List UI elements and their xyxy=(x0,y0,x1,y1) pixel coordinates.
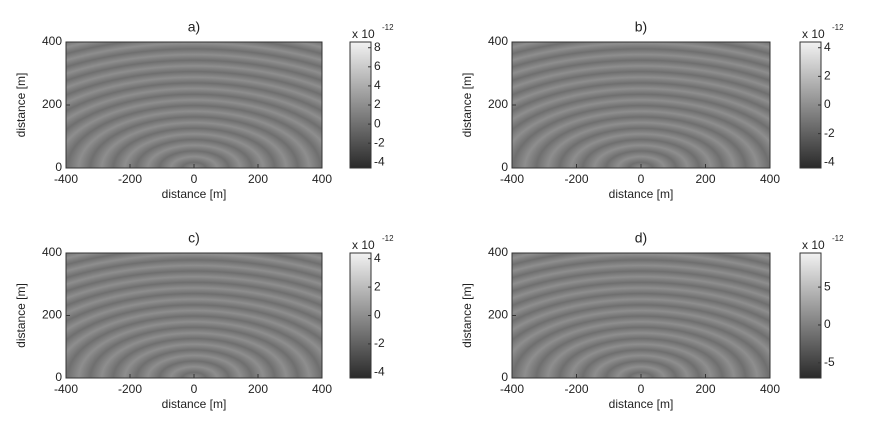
colorbar-tick-label: 8 xyxy=(374,40,381,54)
x-tick-label: -400 xyxy=(500,172,524,186)
colorbar-scale: x 10 xyxy=(352,238,375,252)
y-tick-label: 400 xyxy=(488,34,508,48)
y-tick-label: 0 xyxy=(501,370,508,384)
x-tick-label: -400 xyxy=(54,382,78,396)
panel-title: b) xyxy=(635,19,647,35)
y-axis-label: distance [m] xyxy=(460,283,474,348)
colorbar-tick-label: 0 xyxy=(374,116,381,130)
colorbar-tick-label: 0 xyxy=(824,317,831,331)
colorbar-tick-label: 2 xyxy=(824,69,831,83)
y-tick-label: 200 xyxy=(488,308,508,322)
y-tick-label: 400 xyxy=(488,245,508,259)
colorbar xyxy=(349,252,372,379)
colorbar-tick-label: 4 xyxy=(374,251,381,265)
x-tick-label: 200 xyxy=(695,172,715,186)
colorbar-tick-label: 6 xyxy=(374,59,381,73)
colorbar-tick-label: 0 xyxy=(374,308,381,322)
colorbar-tick-label: -2 xyxy=(824,126,835,140)
wavefield-image xyxy=(512,42,770,168)
panel-title: a) xyxy=(188,19,200,35)
x-tick-label: 200 xyxy=(248,172,268,186)
x-axis-label: distance [m] xyxy=(609,397,674,411)
y-axis-label: distance [m] xyxy=(14,73,28,138)
y-tick-label: 0 xyxy=(55,370,62,384)
colorbar-tick-label: -5 xyxy=(824,355,835,369)
x-tick-label: -200 xyxy=(118,172,142,186)
wavefield-image xyxy=(512,253,770,378)
colorbar-tick-label: 2 xyxy=(374,279,381,293)
x-tick-label: 400 xyxy=(312,382,332,396)
x-tick-label: 200 xyxy=(248,382,268,396)
colorbar-tick-label: 5 xyxy=(824,279,831,293)
x-tick-label: 400 xyxy=(760,172,780,186)
x-tick-label: 200 xyxy=(695,382,715,396)
colorbar-tick-label: -4 xyxy=(374,364,385,378)
x-axis-label: distance [m] xyxy=(609,187,674,201)
colorbar-exponent: -12 xyxy=(832,23,844,32)
x-tick-label: 400 xyxy=(760,382,780,396)
y-tick-label: 200 xyxy=(488,97,508,111)
y-tick-label: 0 xyxy=(55,160,62,174)
colorbar xyxy=(349,41,372,169)
x-tick-label: 400 xyxy=(312,172,332,186)
colorbar-tick-label: 2 xyxy=(374,97,381,111)
y-tick-label: 200 xyxy=(42,308,62,322)
colorbar-tick-label: -4 xyxy=(374,154,385,168)
x-axis-label: distance [m] xyxy=(162,397,227,411)
y-tick-label: 0 xyxy=(501,160,508,174)
x-tick-label: -200 xyxy=(564,172,588,186)
colorbar-tick-label: -2 xyxy=(374,135,385,149)
colorbar-scale: x 10 xyxy=(352,27,375,41)
colorbar-exponent: -12 xyxy=(382,234,394,243)
colorbar-scale: x 10 xyxy=(802,238,825,252)
x-tick-label: 0 xyxy=(191,382,198,396)
wavefield-image xyxy=(66,42,322,168)
panel-title: d) xyxy=(635,230,647,246)
colorbar-scale: x 10 xyxy=(802,27,825,41)
y-tick-label: 400 xyxy=(42,34,62,48)
colorbar-tick-label: 0 xyxy=(824,97,831,111)
x-tick-label: 0 xyxy=(191,172,198,186)
wavefield-image xyxy=(66,253,322,378)
panel-title: c) xyxy=(188,230,200,246)
x-axis-label: distance [m] xyxy=(162,187,227,201)
colorbar xyxy=(799,252,822,379)
x-tick-label: -400 xyxy=(500,382,524,396)
colorbar-tick-label: 4 xyxy=(374,78,381,92)
x-tick-label: -400 xyxy=(54,172,78,186)
colorbar-exponent: -12 xyxy=(832,234,844,243)
colorbar-tick-label: -4 xyxy=(824,154,835,168)
x-tick-label: -200 xyxy=(118,382,142,396)
colorbar-tick-label: 4 xyxy=(824,40,831,54)
y-tick-label: 200 xyxy=(42,97,62,111)
colorbar xyxy=(799,41,822,169)
y-axis-label: distance [m] xyxy=(460,73,474,138)
x-tick-label: -200 xyxy=(564,382,588,396)
y-tick-label: 400 xyxy=(42,245,62,259)
x-tick-label: 0 xyxy=(638,172,645,186)
x-tick-label: 0 xyxy=(638,382,645,396)
y-axis-label: distance [m] xyxy=(14,283,28,348)
colorbar-exponent: -12 xyxy=(382,23,394,32)
colorbar-tick-label: -2 xyxy=(374,336,385,350)
